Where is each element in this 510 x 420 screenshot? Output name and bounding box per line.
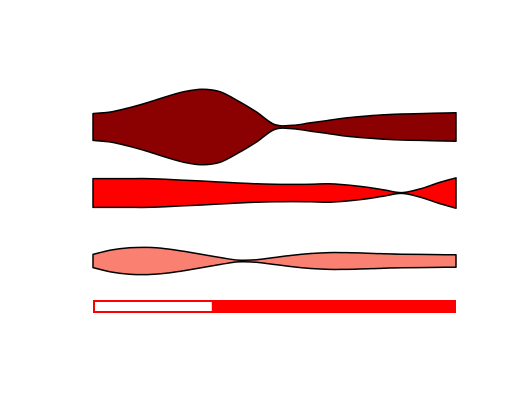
progress-unfilled-segment xyxy=(93,300,214,313)
stream-bands xyxy=(92,88,457,276)
progress-bar xyxy=(93,300,456,313)
stream-band-3 xyxy=(92,246,457,276)
stream-band-1 xyxy=(92,88,457,166)
stream-band-2 xyxy=(92,177,457,209)
